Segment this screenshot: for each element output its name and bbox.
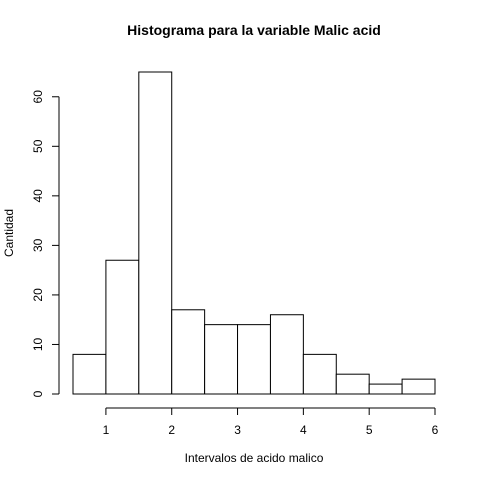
y-tick-label: 10: [31, 337, 45, 351]
histogram-bar-2: [105, 259, 140, 395]
y-tick-label: 60: [31, 90, 45, 104]
histogram-bar-1: [72, 353, 107, 395]
y-tick-label: 30: [31, 238, 45, 252]
histogram-bar-7: [269, 314, 304, 395]
histogram-bar-4: [171, 309, 206, 395]
y-tick-label: 40: [31, 189, 45, 203]
x-axis: 1 2 3 4 5 6: [103, 407, 439, 437]
x-tick-label: 3: [234, 423, 241, 437]
histogram-bar-9: [335, 373, 370, 395]
y-tick-label: 20: [31, 288, 45, 302]
x-tick-label: 1: [103, 423, 110, 437]
y-axis-label: Cantidad: [2, 209, 16, 257]
y-tick-label: 50: [31, 139, 45, 153]
histogram-bars: [72, 71, 436, 395]
x-axis-label: Intervalos de acido malico: [185, 451, 324, 465]
histogram-bar-10: [368, 383, 403, 395]
histogram-bar-5: [204, 324, 239, 395]
histogram-bar-3: [138, 71, 173, 395]
y-axis: 0 10 20 30 40 50 60: [31, 90, 60, 397]
histogram-bar-11: [401, 378, 436, 395]
x-tick-label: 2: [168, 423, 175, 437]
histogram-bar-6: [237, 324, 271, 395]
chart-title: Histograma para la variable Malic acid: [127, 22, 381, 38]
y-tick-label: 0: [31, 390, 45, 397]
x-tick-label: 5: [366, 423, 373, 437]
x-tick-label: 4: [300, 423, 307, 437]
histogram-bar-8: [302, 353, 337, 395]
x-tick-label: 6: [432, 423, 439, 437]
